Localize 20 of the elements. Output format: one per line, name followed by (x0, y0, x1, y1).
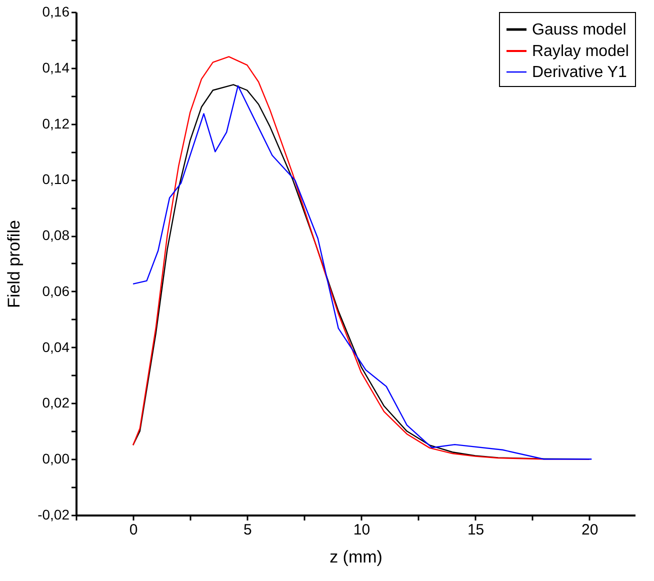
y-tick-label: 0,08 (42, 227, 70, 244)
legend-label: Raylay model (532, 43, 629, 60)
y-tick-label: -0,02 (38, 506, 70, 522)
legend-label: Derivative Y1 (532, 64, 627, 81)
x-tick-label: 10 (353, 522, 370, 538)
y-tick-label: 0,16 (42, 4, 70, 20)
y-tick-label: 0,06 (42, 282, 70, 299)
y-tick-label: 0,14 (42, 59, 70, 76)
x-tick-label: 20 (582, 522, 598, 538)
legend-label: Gauss model (532, 22, 626, 38)
y-tick-label: 0,12 (42, 115, 70, 132)
x-axis-title: z (mm) (330, 548, 382, 566)
x-tick-label: 15 (467, 522, 484, 538)
x-tick-label: 5 (243, 522, 252, 538)
y-axis-title: Field profile (4, 220, 24, 308)
x-tick-label: 0 (129, 522, 138, 538)
y-tick-label: 0,04 (42, 338, 70, 355)
y-tick-label: 0,10 (42, 171, 70, 188)
y-tick-label: 0,02 (42, 394, 70, 411)
y-tick-label: 0,00 (42, 450, 70, 467)
